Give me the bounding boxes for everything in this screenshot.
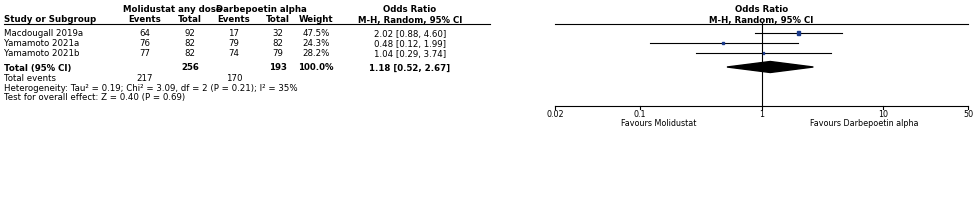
Text: Yamamoto 2021b: Yamamoto 2021b	[4, 49, 80, 58]
Text: 2.02 [0.88, 4.60]: 2.02 [0.88, 4.60]	[373, 29, 447, 38]
Text: Odds Ratio: Odds Ratio	[735, 5, 788, 14]
Text: 82: 82	[272, 39, 284, 48]
Text: 170: 170	[226, 74, 242, 83]
Text: 32: 32	[272, 29, 284, 38]
Text: 256: 256	[181, 63, 199, 72]
Text: 28.2%: 28.2%	[302, 49, 330, 58]
Text: 0.02: 0.02	[546, 109, 564, 118]
Text: 64: 64	[139, 29, 150, 38]
Text: 100.0%: 100.0%	[298, 63, 333, 72]
Bar	[798, 32, 800, 35]
Text: 47.5%: 47.5%	[302, 29, 330, 38]
Text: M-H, Random, 95% CI: M-H, Random, 95% CI	[358, 15, 462, 24]
Text: Darbepoetin alpha: Darbepoetin alpha	[215, 5, 306, 14]
Text: Study or Subgroup: Study or Subgroup	[4, 15, 97, 24]
Text: Total: Total	[266, 15, 290, 24]
Bar	[762, 53, 764, 55]
Text: M-H, Random, 95% CI: M-H, Random, 95% CI	[710, 15, 814, 24]
Text: 24.3%: 24.3%	[302, 39, 330, 48]
Text: Total (95% CI): Total (95% CI)	[4, 63, 71, 72]
Text: Odds Ratio: Odds Ratio	[383, 5, 437, 14]
Polygon shape	[727, 62, 813, 73]
Text: 17: 17	[228, 29, 240, 38]
Text: Weight: Weight	[298, 15, 333, 24]
Text: 0.48 [0.12, 1.99]: 0.48 [0.12, 1.99]	[374, 39, 446, 48]
Text: 193: 193	[269, 63, 287, 72]
Text: Total: Total	[178, 15, 202, 24]
Text: 92: 92	[184, 29, 195, 38]
Text: 76: 76	[139, 39, 150, 48]
Text: 0.1: 0.1	[634, 109, 646, 118]
Text: 77: 77	[139, 49, 150, 58]
Text: 217: 217	[136, 74, 153, 83]
Text: Events: Events	[129, 15, 162, 24]
Text: 1.04 [0.29, 3.74]: 1.04 [0.29, 3.74]	[374, 49, 447, 58]
Text: Yamamoto 2021a: Yamamoto 2021a	[4, 39, 79, 48]
Text: Favours Molidustat: Favours Molidustat	[620, 118, 696, 127]
Text: Macdougall 2019a: Macdougall 2019a	[4, 29, 83, 38]
Text: 79: 79	[273, 49, 284, 58]
Text: Test for overall effect: Z = 0.40 (P = 0.69): Test for overall effect: Z = 0.40 (P = 0…	[4, 93, 185, 102]
Text: Total events: Total events	[4, 74, 56, 83]
Text: 79: 79	[228, 39, 240, 48]
Text: 1.18 [0.52, 2.67]: 1.18 [0.52, 2.67]	[370, 63, 450, 72]
Text: Molidustat any dose: Molidustat any dose	[123, 5, 222, 14]
Text: Heterogeneity: Tau² = 0.19; Chi² = 3.09, df = 2 (P = 0.21); I² = 35%: Heterogeneity: Tau² = 0.19; Chi² = 3.09,…	[4, 84, 297, 93]
Text: 10: 10	[878, 109, 888, 118]
Text: 82: 82	[184, 49, 196, 58]
Text: 1: 1	[759, 109, 764, 118]
Text: 74: 74	[228, 49, 240, 58]
Text: Favours Darbepoetin alpha: Favours Darbepoetin alpha	[810, 118, 919, 127]
Text: 82: 82	[184, 39, 196, 48]
Bar	[722, 43, 723, 45]
Text: Events: Events	[217, 15, 251, 24]
Text: 50: 50	[963, 109, 973, 118]
